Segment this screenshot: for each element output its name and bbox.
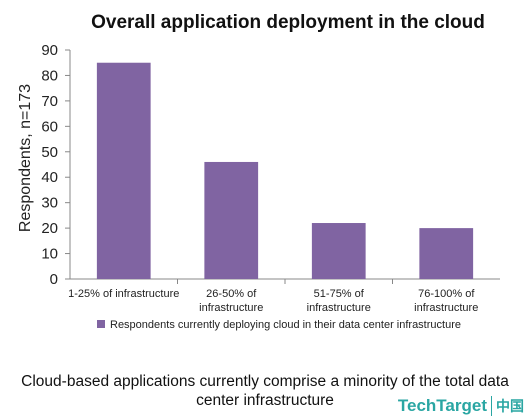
bar [311, 223, 366, 279]
bars [96, 62, 474, 279]
caption: Cloud-based applications currently compr… [10, 372, 520, 410]
logo-suffix: 中国 [491, 396, 524, 416]
x-category-label-line: 26-50% of [206, 288, 257, 300]
x-category-label-line: infrastructure [414, 302, 478, 314]
logo-brand: TechTarget [397, 396, 487, 415]
y-tick-label: 90 [41, 42, 58, 59]
x-category-label: 26-50% of infrastructure [199, 288, 263, 314]
y-tick-label: 70 [41, 93, 58, 110]
x-category-label-line: infrastructure [199, 302, 263, 314]
y-tick-label: 80 [41, 67, 58, 84]
bar [96, 62, 151, 279]
y-tick-label: 10 [41, 246, 58, 263]
bar [419, 228, 474, 279]
y-axis-label: Respondents, n=173 [17, 84, 34, 232]
bar [204, 161, 259, 279]
y-tick-label: 30 [41, 195, 58, 212]
techtarget-logo: TechTarget 中国 [398, 396, 524, 416]
x-category-label-line: 76-100% of [418, 288, 475, 300]
x-category-label-line: 51-75% of [314, 288, 365, 300]
bar-chart: Overall application deployment in the cl… [17, 12, 500, 331]
x-category-label: 76-100% of infrastructure [414, 288, 478, 314]
x-category-label: 1-25% of infrastructure [68, 288, 179, 300]
y-tick-label: 40 [41, 169, 58, 186]
y-tick-label: 20 [41, 220, 58, 237]
chart-title: Overall application deployment in the cl… [91, 12, 485, 33]
caption-line-1: Cloud-based applications currently compr… [21, 373, 509, 390]
y-tick-label: 0 [50, 271, 58, 288]
x-axis-category-labels: 1-25% of infrastructure 26-50% of infrastr… [68, 279, 478, 314]
caption-line-2: center infrastructure [196, 392, 334, 409]
y-axis-ticks: 0 10 20 30 40 50 60 70 80 90 [41, 42, 70, 288]
x-category-label-line: infrastructure [307, 302, 371, 314]
legend-swatch [97, 320, 105, 328]
x-category-label-line: 1-25% of infrastructure [68, 288, 179, 300]
legend: Respondents currently deploying cloud in… [97, 319, 461, 331]
y-tick-label: 60 [41, 118, 58, 135]
legend-label: Respondents currently deploying cloud in… [110, 319, 461, 331]
y-tick-label: 50 [41, 144, 58, 161]
x-category-label: 51-75% of infrastructure [307, 288, 371, 314]
